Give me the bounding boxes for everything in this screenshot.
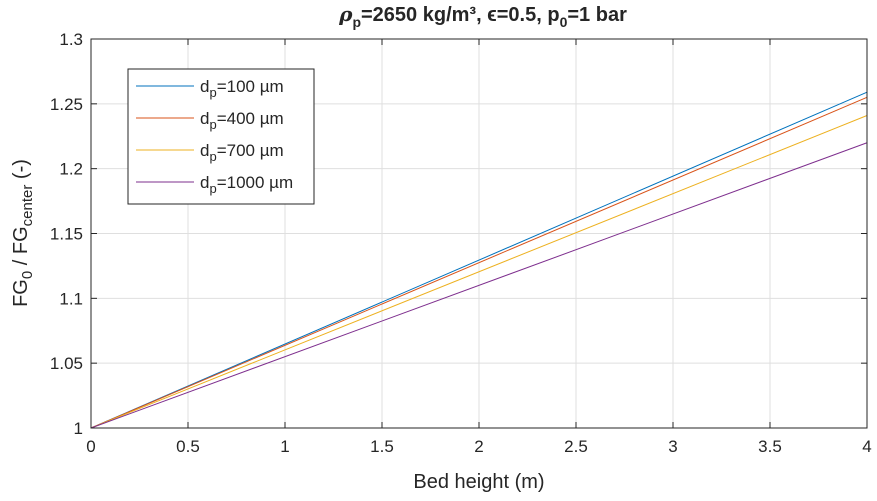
legend-label-1: dp=400 µm [200, 109, 284, 132]
y-tick-label: 1.3 [59, 30, 83, 49]
x-tick-label: 3.5 [758, 437, 782, 456]
x-tick-label: 0 [86, 437, 95, 456]
y-tick-label: 1.2 [59, 160, 83, 179]
y-tick-label: 1.1 [59, 289, 83, 308]
legend-label-2: dp=700 µm [200, 141, 284, 164]
series-line-2 [90, 115, 868, 429]
x-tick-label: 2 [474, 437, 483, 456]
x-tick-label: 1.5 [370, 437, 394, 456]
axis-ticks: 0 0.5 1 1.5 2 2.5 3 3.5 4 1 1.05 1.1 1.15 1.2 1.25 1.3 [50, 30, 872, 456]
y-tick-label: 1.05 [50, 354, 83, 373]
x-tick-label: 3 [668, 437, 677, 456]
series-lines [90, 91, 868, 429]
series-line-0 [90, 91, 868, 429]
x-tick-label: 2.5 [564, 437, 588, 456]
chart-title: ρp=2650 kg/m³, ϵ=0.5, p0=1 bar [338, 2, 627, 30]
legend-label-3: dp=1000 µm [200, 173, 293, 196]
x-axis-label: Bed height (m) [413, 471, 544, 493]
x-tick-label: 4 [862, 437, 871, 456]
series-line-3 [90, 142, 868, 429]
legend: dp=100 µm dp=400 µm dp=700 µm dp=1000 µm [127, 68, 315, 205]
y-tick-label: 1.25 [50, 95, 83, 114]
series-line-1 [90, 96, 868, 429]
y-tick-label: 1.15 [50, 225, 83, 244]
y-axis-label: FG0 / FGcenter (-) [10, 159, 36, 307]
legend-label-0: dp=100 µm [200, 77, 284, 100]
x-tick-label: 0.5 [176, 437, 200, 456]
x-tick-label: 1 [280, 437, 289, 456]
y-tick-label: 1 [74, 419, 83, 438]
